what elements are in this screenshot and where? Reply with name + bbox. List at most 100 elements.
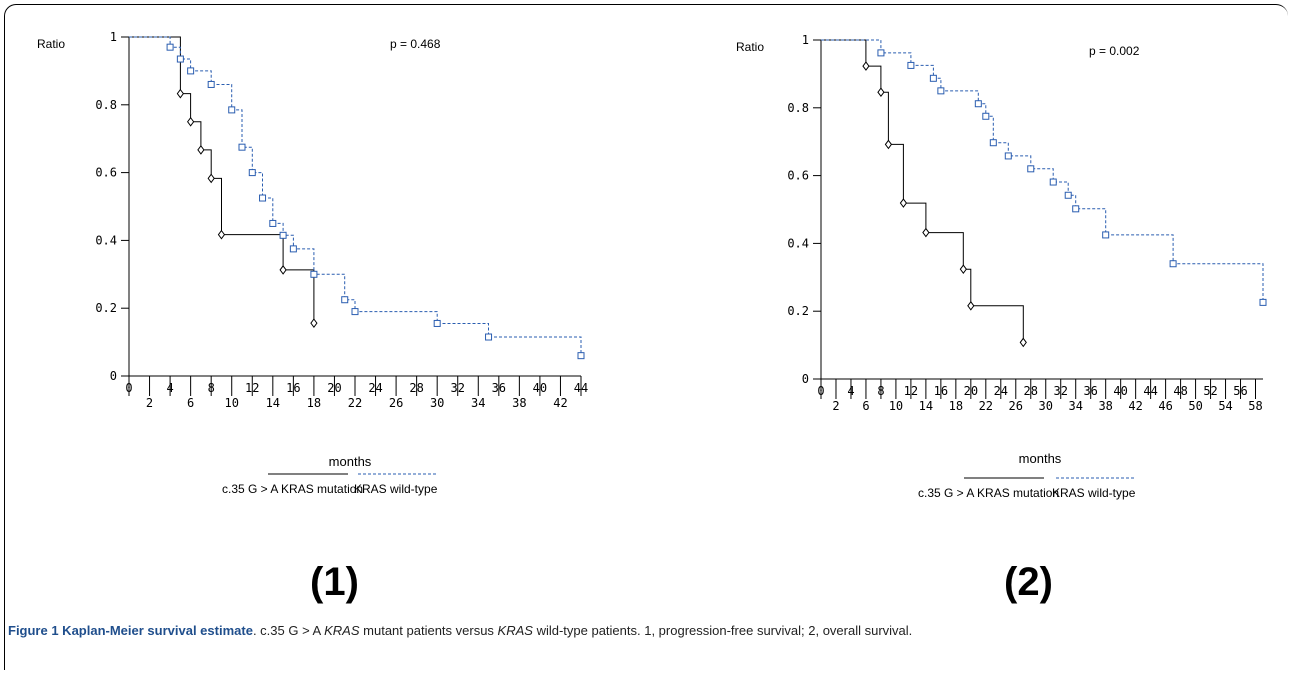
- x-tick-label: 50: [1188, 399, 1202, 413]
- x-tick-label: 28: [409, 381, 423, 395]
- censor-marker-square: [259, 194, 267, 202]
- censor-marker-square: [166, 43, 174, 51]
- y-tick-label: 0: [802, 372, 809, 386]
- censor-marker-square: [974, 100, 982, 108]
- censor-marker-square: [310, 270, 318, 278]
- x-tick-label: 52: [1203, 384, 1217, 398]
- caption-text-2: mutant patients versus: [359, 623, 498, 638]
- caption-text-3: wild-type patients. 1, progression-free …: [532, 623, 913, 638]
- censor-marker-square: [207, 80, 215, 88]
- series-line-kras-mutation: [129, 36, 315, 324]
- censor-marker-square: [351, 308, 359, 316]
- caption-text-1: . c.35 G > A: [252, 623, 325, 638]
- y-tick-label: 0: [110, 369, 117, 383]
- x-tick-label: 44: [1143, 384, 1157, 398]
- legend-label: KRAS wild-type: [1052, 486, 1136, 500]
- censor-marker-diamond: [967, 300, 975, 311]
- x-tick-label: 40: [533, 381, 547, 395]
- caption-kras-2: KRAS: [497, 623, 533, 638]
- censor-marker-square: [937, 87, 945, 95]
- x-tick-label: 46: [1158, 399, 1172, 413]
- censor-marker-diamond: [959, 264, 967, 274]
- series-line-kras-mutation: [821, 39, 1024, 343]
- x-axis-label: months: [329, 454, 372, 469]
- x-tick-label: 2: [146, 396, 153, 410]
- x-tick-label: 16: [934, 384, 948, 398]
- x-tick-label: 20: [964, 384, 978, 398]
- censor-marker-diamond: [899, 198, 908, 208]
- x-tick-label: 56: [1233, 384, 1247, 398]
- x-tick-label: 54: [1218, 399, 1232, 413]
- censor-marker-diamond: [187, 116, 195, 127]
- x-tick-label: 30: [1039, 399, 1053, 413]
- y-tick-label: 0.6: [787, 169, 809, 183]
- x-tick-label: 2: [832, 399, 839, 413]
- x-tick-label: 22: [979, 399, 993, 413]
- caption-kras-1: KRAS: [324, 623, 360, 638]
- panel-label-2: (2): [1004, 560, 1053, 604]
- censor-marker-square: [1102, 231, 1110, 239]
- x-axis-label: months: [1019, 451, 1062, 466]
- x-tick-label: 18: [949, 399, 963, 413]
- chart-progression-free-survival: 00.20.40.60.810 4 8 12 16 20 24 28 32 36 40 442 6 10 1…: [37, 30, 588, 496]
- censor-marker-diamond: [176, 88, 184, 99]
- censor-marker-square: [187, 67, 195, 75]
- censor-marker-square: [1259, 298, 1267, 306]
- x-tick-label: 14: [266, 396, 280, 410]
- y-tick-label: 1: [802, 33, 809, 47]
- panel-label-1: (1): [310, 560, 359, 604]
- x-tick-label: 16: [286, 381, 300, 395]
- x-tick-label: 58: [1248, 399, 1262, 413]
- caption-title: Figure 1 Kaplan-Meier survival estimate: [8, 623, 253, 638]
- x-tick-label: 44: [574, 381, 588, 395]
- censor-marker-square: [485, 333, 493, 341]
- censor-marker-square: [982, 112, 990, 120]
- y-tick-label: 0.8: [95, 98, 117, 112]
- y-tick-label: 0.6: [95, 166, 117, 180]
- x-tick-label: 12: [245, 381, 259, 395]
- censor-marker-square: [289, 245, 297, 253]
- figure-frame: [4, 4, 1288, 670]
- censor-marker-diamond: [279, 265, 287, 275]
- x-tick-label: 6: [187, 396, 194, 410]
- x-tick-label: 34: [1068, 399, 1082, 413]
- censor-marker-square: [1027, 165, 1035, 173]
- censor-marker-diamond: [217, 229, 226, 240]
- x-tick-label: 36: [1083, 384, 1097, 398]
- p-value-annotation: p = 0.002: [1089, 44, 1140, 58]
- x-tick-label: 30: [430, 396, 444, 410]
- x-tick-label: 38: [1098, 399, 1112, 413]
- x-tick-label: 24: [368, 381, 382, 395]
- x-tick-label: 42: [553, 396, 567, 410]
- x-tick-label: 22: [348, 396, 362, 410]
- legend-label: KRAS wild-type: [354, 482, 438, 496]
- censor-marker-square: [929, 74, 937, 82]
- censor-marker-square: [176, 55, 184, 63]
- x-tick-label: 40: [1113, 384, 1127, 398]
- censor-marker-square: [279, 231, 287, 239]
- chart-overall-survival: 00.20.40.60.810 4 8 12 16 20 24 28 32 36 40 44 48 52 5…: [736, 33, 1267, 500]
- censor-marker-square: [577, 352, 585, 360]
- figure-caption: Figure 1 Kaplan-Meier survival estimate.…: [8, 622, 1282, 640]
- censor-marker-square: [341, 296, 349, 304]
- p-value-annotation: p = 0.468: [390, 37, 441, 51]
- legend-label: c.35 G > A KRAS mutation: [222, 482, 363, 496]
- censor-marker-square: [1072, 205, 1080, 213]
- y-tick-label: 0.2: [95, 301, 117, 315]
- x-tick-label: 0: [125, 381, 132, 395]
- censor-marker-diamond: [884, 139, 893, 150]
- x-tick-label: 34: [471, 396, 485, 410]
- x-tick-label: 8: [208, 381, 215, 395]
- y-tick-label: 1: [110, 30, 117, 44]
- x-tick-label: 8: [877, 384, 884, 398]
- censor-marker-diamond: [922, 227, 930, 238]
- y-tick-label: 0.4: [95, 233, 117, 247]
- censor-marker-square: [877, 49, 885, 57]
- censor-marker-square: [228, 106, 236, 114]
- y-axis-label: Ratio: [736, 40, 764, 54]
- y-tick-label: 0.2: [787, 304, 809, 318]
- series-line-kras-wild-type: [821, 39, 1264, 303]
- censor-marker-square: [1064, 191, 1072, 199]
- series-line-kras-wild-type: [129, 36, 582, 356]
- x-tick-label: 24: [994, 384, 1008, 398]
